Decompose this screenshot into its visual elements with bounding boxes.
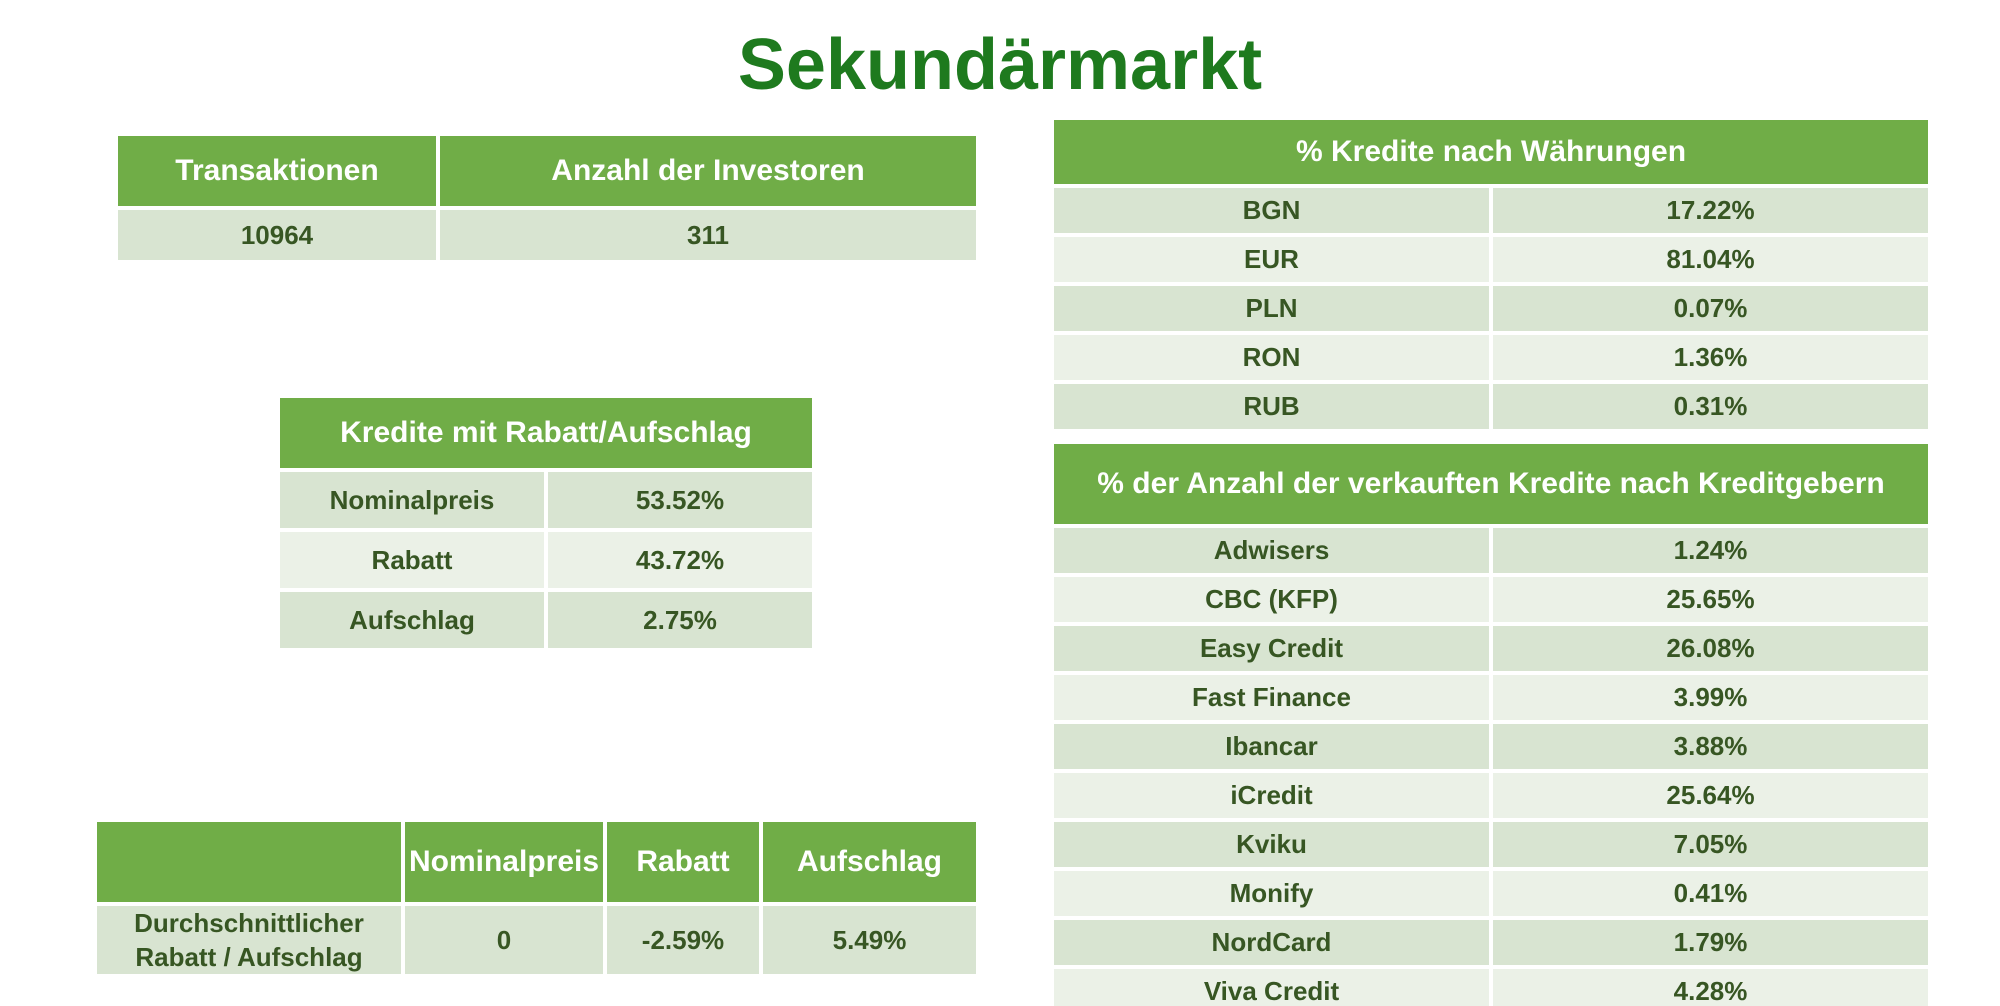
table-row: NordCard 1.79% — [1050, 916, 1933, 969]
discount-table-title: Kredite mit Rabatt/Aufschlag — [275, 394, 817, 472]
row-label: EUR — [1050, 233, 1493, 286]
row-label: NordCard — [1050, 916, 1493, 969]
row-label: CBC (KFP) — [1050, 573, 1493, 626]
currency-table-title: % Kredite nach Währungen — [1049, 116, 1933, 188]
row-value: 53.52% — [543, 468, 817, 532]
table-row: CBC (KFP) 25.65% — [1050, 573, 1933, 626]
row-label: Rabatt — [276, 528, 548, 592]
average-discount-table: Nominalpreis Rabatt Aufschlag Durchschni… — [93, 818, 980, 978]
average-row-label: Durchschnittlicher Rabatt / Aufschlag — [93, 902, 405, 978]
discount-table: Kredite mit Rabatt/Aufschlag Nominalprei… — [275, 394, 817, 652]
investors-header: Anzahl der Investoren — [436, 132, 980, 210]
row-label: Viva Credit — [1050, 965, 1493, 1006]
row-value: 81.04% — [1488, 233, 1933, 286]
table-row: RON 1.36% — [1050, 331, 1933, 384]
table-row: EUR 81.04% — [1050, 233, 1933, 286]
row-value: 4.28% — [1488, 965, 1933, 1006]
row-value: 43.72% — [543, 528, 817, 592]
row-label: Fast Finance — [1050, 671, 1493, 724]
table-row: Aufschlag 2.75% — [276, 588, 817, 652]
page-title: Sekundärmarkt — [737, 25, 1263, 105]
discount-title-row: Kredite mit Rabatt/Aufschlag — [275, 394, 817, 472]
average-premium-value: 5.49% — [759, 902, 980, 978]
average-header-row: Nominalpreis Rabatt Aufschlag — [93, 818, 980, 906]
average-nominal-value: 0 — [401, 902, 607, 978]
row-label: RUB — [1050, 380, 1493, 433]
table-row: Easy Credit 26.08% — [1050, 622, 1933, 675]
row-label: iCredit — [1050, 769, 1493, 822]
table-row: Monify 0.41% — [1050, 867, 1933, 920]
lenders-title-row: % der Anzahl der verkauften Kredite nach… — [1049, 440, 1933, 528]
currency-title-row: % Kredite nach Währungen — [1049, 116, 1933, 188]
row-value: 3.88% — [1488, 720, 1933, 773]
table-row: Kviku 7.05% — [1050, 818, 1933, 871]
row-value: 2.75% — [543, 588, 817, 652]
row-label: Adwisers — [1050, 524, 1493, 577]
row-value: 3.99% — [1488, 671, 1933, 724]
summary-value-row: 10964 311 — [114, 206, 980, 264]
row-label: PLN — [1050, 282, 1493, 335]
table-row: Viva Credit 4.28% — [1050, 965, 1933, 1006]
row-label: Monify — [1050, 867, 1493, 920]
investors-value: 311 — [436, 206, 980, 264]
transactions-header: Transaktionen — [114, 132, 440, 210]
table-row: Adwisers 1.24% — [1050, 524, 1933, 577]
nominal-header: Nominalpreis — [401, 818, 607, 906]
table-row: Ibancar 3.88% — [1050, 720, 1933, 773]
table-row: iCredit 25.64% — [1050, 769, 1933, 822]
row-label: Nominalpreis — [276, 468, 548, 532]
row-label: Ibancar — [1050, 720, 1493, 773]
average-value-row: Durchschnittlicher Rabatt / Aufschlag 0 … — [93, 902, 980, 978]
row-value: 1.36% — [1488, 331, 1933, 384]
premium-header: Aufschlag — [759, 818, 980, 906]
table-row: Fast Finance 3.99% — [1050, 671, 1933, 724]
row-value: 7.05% — [1488, 818, 1933, 871]
lenders-table: % der Anzahl der verkauften Kredite nach… — [1049, 440, 1933, 1006]
table-row: PLN 0.07% — [1050, 282, 1933, 335]
row-value: 17.22% — [1488, 184, 1933, 237]
row-label: RON — [1050, 331, 1493, 384]
summary-table: Transaktionen Anzahl der Investoren 1096… — [114, 132, 980, 264]
table-row: BGN 17.22% — [1050, 184, 1933, 237]
table-row: Nominalpreis 53.52% — [276, 468, 817, 532]
empty-header-cell — [93, 818, 405, 906]
transactions-value: 10964 — [114, 206, 440, 264]
discount-header: Rabatt — [603, 818, 763, 906]
row-value: 25.65% — [1488, 573, 1933, 626]
row-label: Kviku — [1050, 818, 1493, 871]
row-value: 0.07% — [1488, 282, 1933, 335]
row-value: 26.08% — [1488, 622, 1933, 675]
table-row: RUB 0.31% — [1050, 380, 1933, 433]
average-discount-value: -2.59% — [603, 902, 763, 978]
lenders-table-title: % der Anzahl der verkauften Kredite nach… — [1049, 440, 1933, 528]
row-label: BGN — [1050, 184, 1493, 237]
summary-header-row: Transaktionen Anzahl der Investoren — [114, 132, 980, 210]
row-label: Easy Credit — [1050, 622, 1493, 675]
row-value: 0.41% — [1488, 867, 1933, 920]
row-value: 1.79% — [1488, 916, 1933, 969]
row-value: 0.31% — [1488, 380, 1933, 433]
row-label: Aufschlag — [276, 588, 548, 652]
table-row: Rabatt 43.72% — [276, 528, 817, 592]
row-value: 1.24% — [1488, 524, 1933, 577]
currency-table: % Kredite nach Währungen BGN 17.22% EUR … — [1049, 116, 1933, 433]
row-value: 25.64% — [1488, 769, 1933, 822]
